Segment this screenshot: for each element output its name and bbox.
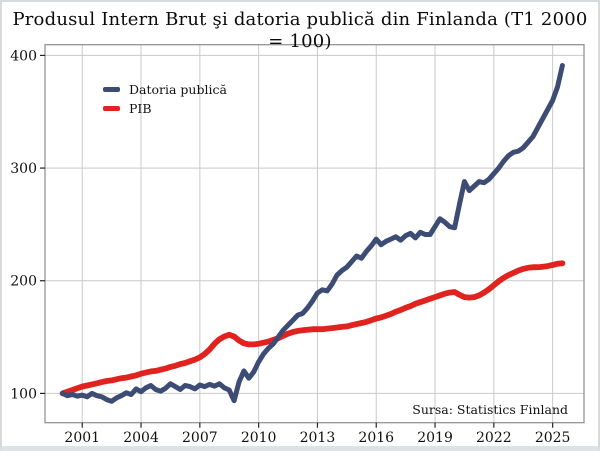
legend-label-datoria-publica: Datoria publică (129, 82, 227, 97)
y-tick-label: 400 (10, 48, 37, 64)
x-tick-label: 2016 (358, 430, 394, 446)
x-tick-label: 2007 (182, 430, 218, 446)
series-line-datoria-public- (60, 63, 565, 404)
x-tick-label: 2013 (300, 430, 336, 446)
chart-title: Produsul Intern Brut şi datoria publică … (12, 9, 588, 52)
series-line-pib (59, 260, 566, 397)
y-tick-label: 300 (10, 161, 37, 177)
legend-label-pib: PIB (129, 101, 152, 116)
y-tick-label: 200 (10, 274, 37, 290)
source-note: Sursa: Statistics Finland (412, 402, 568, 417)
x-tick-label: 2010 (241, 430, 277, 446)
x-tick-label: 2019 (417, 430, 453, 446)
plot-frame (44, 44, 585, 424)
legend-item-datoria-publica: Datoria publică (103, 82, 227, 97)
x-tick-label: 2001 (64, 430, 100, 446)
x-tick-label: 2025 (535, 430, 571, 446)
x-tick-label: 2022 (476, 430, 512, 446)
legend-swatch-datoria-publica-icon (103, 87, 120, 92)
chart-legend: Datoria publică PIB (103, 82, 227, 116)
x-tick-label: 2004 (123, 430, 159, 446)
y-tick-label: 100 (10, 386, 37, 402)
legend-swatch-pib-icon (103, 106, 120, 111)
legend-item-pib: PIB (103, 101, 227, 116)
